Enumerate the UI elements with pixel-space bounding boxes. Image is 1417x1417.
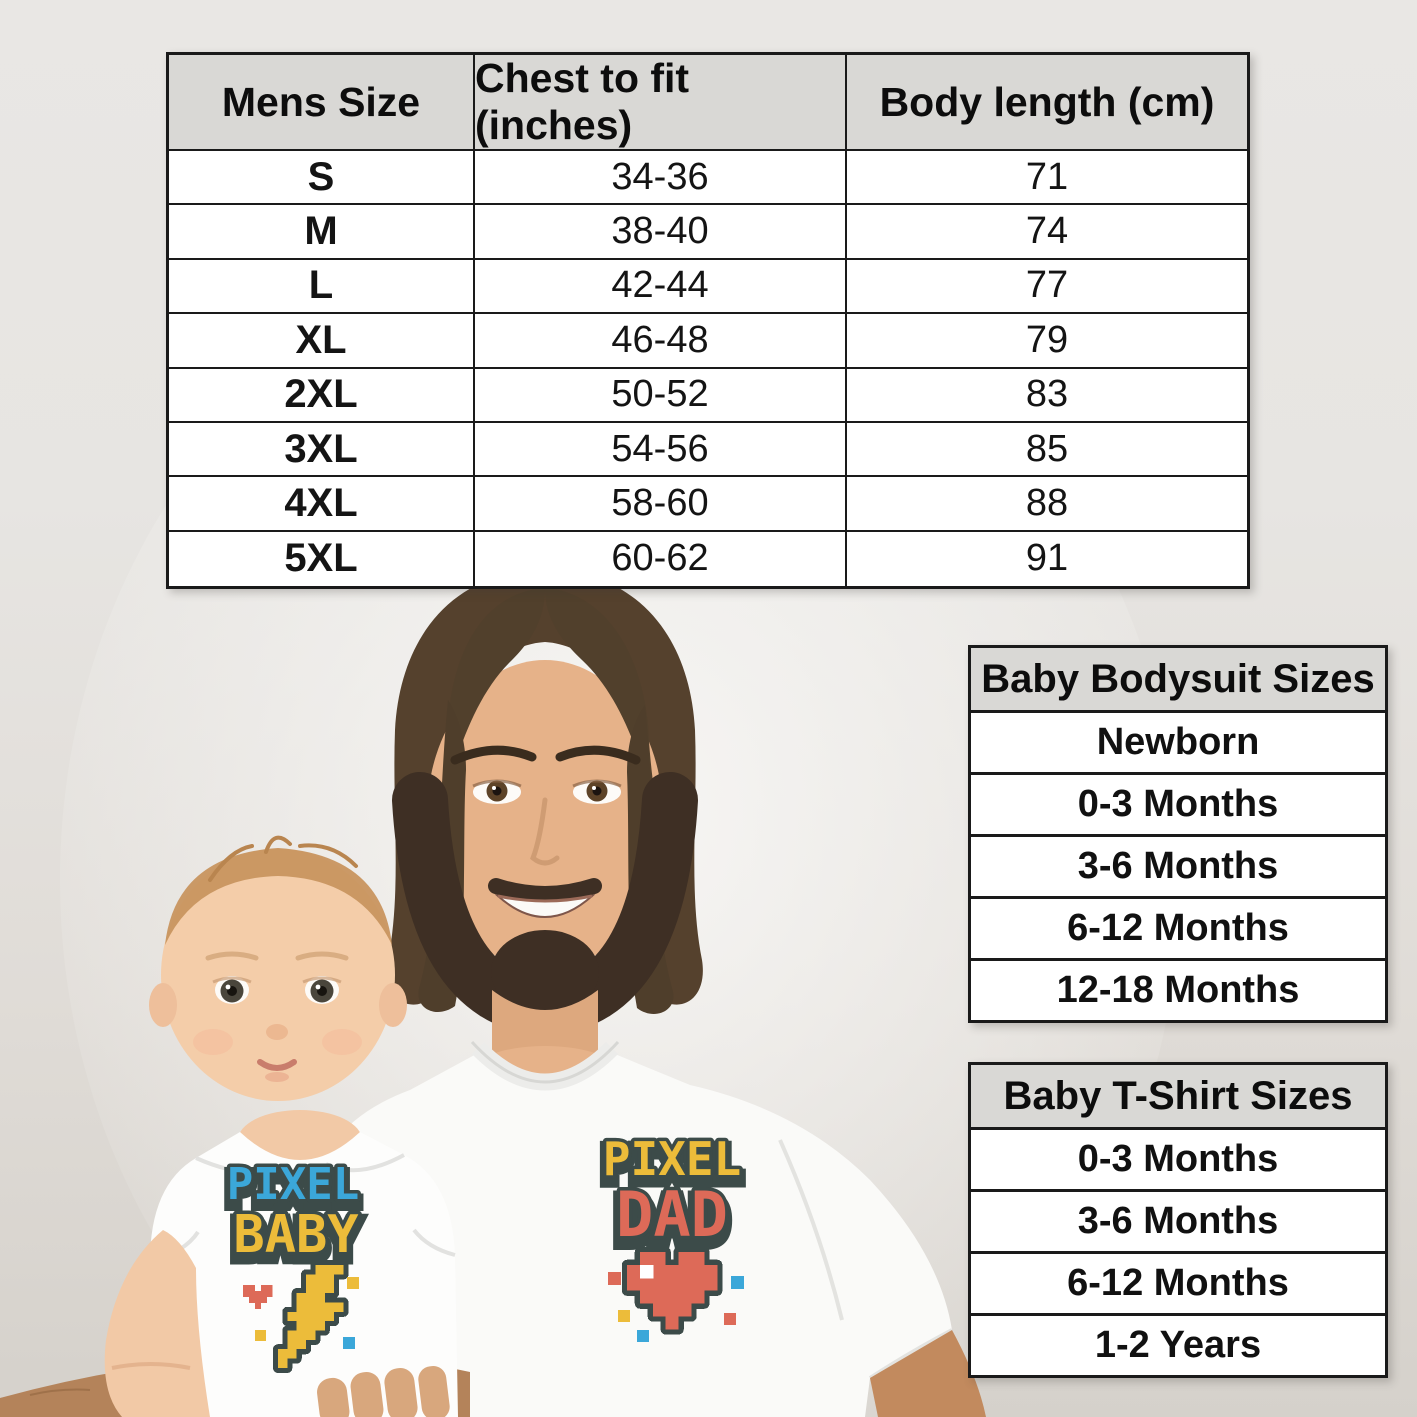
size-cell: 4XL <box>169 477 475 532</box>
header-cell-mens-size: Mens Size <box>169 55 475 151</box>
dad-beard <box>392 772 698 1037</box>
dad-forearm-right <box>870 1330 986 1417</box>
pixel-heart-small-icon <box>243 1285 273 1309</box>
baby-bodysuit-table-title: Baby Bodysuit Sizes <box>971 648 1385 713</box>
tshirt-size-row: 0-3 Months <box>971 1130 1385 1192</box>
baby-shirt-word-2: BABY BABY <box>227 1202 366 1278</box>
size-cell: 2XL <box>169 368 475 423</box>
bodysuit-size-row: 0-3 Months <box>971 775 1385 837</box>
baby-ear-right <box>379 983 407 1027</box>
tshirt-size-row: 1-2 Years <box>971 1316 1385 1375</box>
bodysuit-lap-shoulder-seams <box>149 1153 456 1264</box>
baby-ear-left <box>149 983 177 1027</box>
baby-lower-lip <box>265 1072 289 1082</box>
chest-cell: 34-36 <box>475 151 847 206</box>
chest-cell: 58-60 <box>475 477 847 532</box>
pixel-heart-icon <box>621 1246 723 1335</box>
bodysuit-size-row: 12-18 Months <box>971 961 1385 1020</box>
confetti-squares <box>608 1272 744 1342</box>
baby-mouth <box>257 1059 297 1071</box>
bodysuit-size-row: Newborn <box>971 713 1385 775</box>
size-cell: L <box>169 259 475 315</box>
tshirt-size-row: 3-6 Months <box>971 1192 1385 1254</box>
dad-hair-fringe-right <box>545 588 660 830</box>
dad-eyebrows <box>450 745 641 765</box>
header-cell-chest: Chest to fit (inches) <box>475 55 847 151</box>
chest-cell: 50-52 <box>475 368 847 423</box>
confetti-squares <box>255 1277 359 1349</box>
collar-seam <box>470 1040 620 1084</box>
size-cell: XL <box>169 314 475 369</box>
length-cell: 71 <box>847 151 1247 206</box>
baby-wrist-crease <box>111 1362 191 1370</box>
svg-text:BABY: BABY <box>233 1205 359 1265</box>
mens-size-table: Mens Size Chest to fit (inches) Body len… <box>166 52 1250 589</box>
chest-cell: 54-56 <box>475 422 847 478</box>
size-cell: 5XL <box>169 531 475 586</box>
chest-cell: 46-48 <box>475 314 847 369</box>
length-cell: 77 <box>847 259 1247 315</box>
chest-cell: 38-40 <box>475 205 847 260</box>
bodysuit-size-row: 6-12 Months <box>971 899 1385 961</box>
svg-text:DAD: DAD <box>616 1185 728 1258</box>
dad-shirt-word-2: DAD DAD <box>609 1175 735 1266</box>
baby-hair <box>165 848 392 945</box>
baby-cheek-right <box>322 1029 362 1055</box>
dad-eyes <box>472 779 622 804</box>
size-cell: 3XL <box>169 422 475 478</box>
svg-text:PIXEL: PIXEL <box>227 1165 359 1216</box>
dad-tshirt <box>300 1052 952 1417</box>
bodysuit-size-row: 3-6 Months <box>971 837 1385 899</box>
tshirt-size-row: 6-12 Months <box>971 1254 1385 1316</box>
baby-head <box>161 849 395 1101</box>
baby-nose <box>266 1024 288 1040</box>
baby-hair-wisps <box>208 835 358 882</box>
length-cell: 85 <box>847 422 1247 478</box>
chest-cell: 60-62 <box>475 531 847 586</box>
svg-text:PIXEL: PIXEL <box>227 1159 359 1210</box>
baby-bodysuit-table: Baby Bodysuit Sizes Newborn 0-3 Months 3… <box>968 645 1388 1023</box>
size-cell: M <box>169 205 475 260</box>
baby-tshirt-table: Baby T-Shirt Sizes 0-3 Months 3-6 Months… <box>968 1062 1388 1378</box>
dad-figure <box>300 570 986 1417</box>
svg-text:BABY: BABY <box>233 1211 359 1271</box>
svg-text:PIXEL: PIXEL <box>603 1132 741 1186</box>
length-cell: 83 <box>847 368 1247 423</box>
header-cell-body-length: Body length (cm) <box>847 55 1247 151</box>
baby-tshirt-table-title: Baby T-Shirt Sizes <box>971 1065 1385 1130</box>
baby-arm <box>104 1230 210 1417</box>
baby-shirt-graphic: PIXEL PIXEL BABY BABY <box>221 1156 366 1373</box>
length-cell: 88 <box>847 477 1247 532</box>
dad-shirt-word-1: PIXEL PIXEL <box>596 1129 747 1199</box>
baby-eyes <box>212 976 342 1004</box>
svg-text:DAD: DAD <box>616 1178 728 1251</box>
dad-smile <box>494 894 596 918</box>
dad-hand-fingers <box>317 1365 450 1417</box>
length-cell: 74 <box>847 205 1247 260</box>
baby-cheek-left <box>193 1029 233 1055</box>
baby-shirt-word-1: PIXEL PIXEL <box>221 1156 365 1223</box>
size-cell: S <box>169 151 475 206</box>
length-cell: 91 <box>847 531 1247 586</box>
chest-cell: 42-44 <box>475 259 847 315</box>
baby-brows <box>205 951 349 961</box>
dad-shirt-graphic: PIXEL PIXEL DAD DAD <box>596 1129 748 1342</box>
svg-text:PIXEL: PIXEL <box>603 1138 741 1192</box>
lightning-bolt-icon <box>272 1259 349 1373</box>
dad-nose <box>530 797 560 866</box>
length-cell: 79 <box>847 314 1247 369</box>
dad-hair-fringe-left <box>436 588 545 830</box>
